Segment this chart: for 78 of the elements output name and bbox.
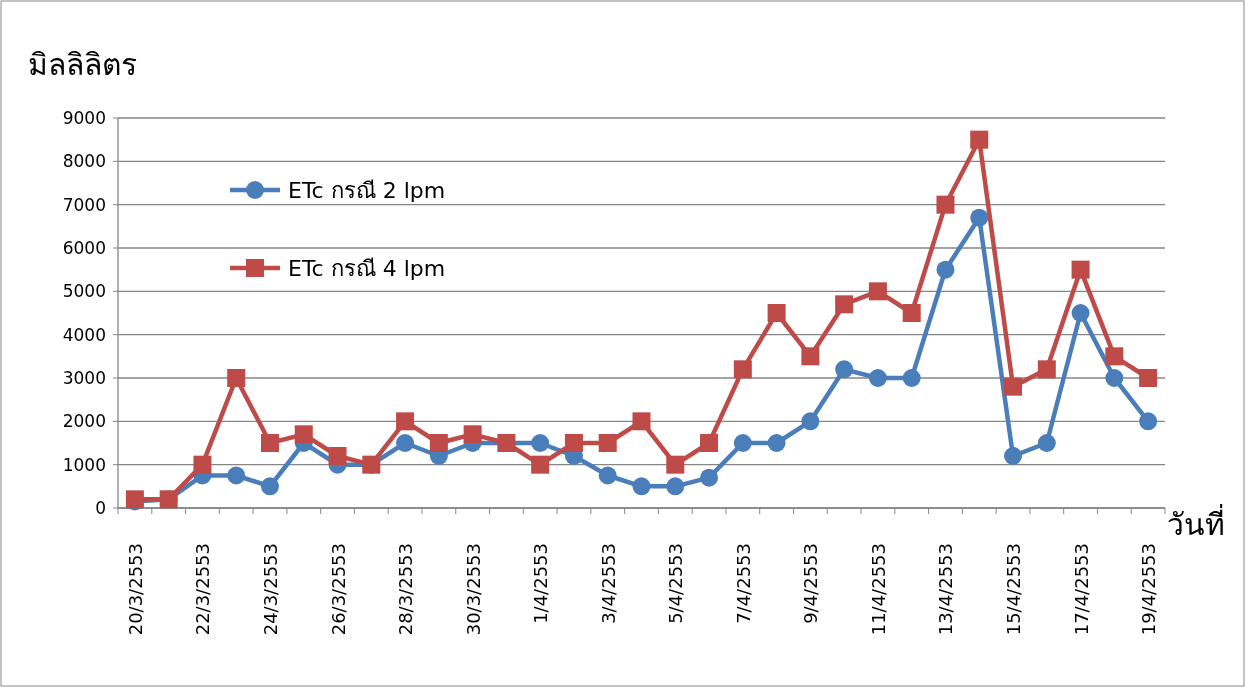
y-tick-label: 2000 bbox=[62, 411, 106, 432]
y-tick-label: 1000 bbox=[62, 454, 106, 475]
point bbox=[1139, 412, 1158, 431]
y-tick-label: 5000 bbox=[62, 281, 106, 302]
point bbox=[700, 468, 719, 487]
point bbox=[970, 208, 989, 227]
point bbox=[767, 304, 786, 322]
x-tick-label: 17/4/2553 bbox=[1070, 543, 1092, 636]
point bbox=[1004, 447, 1023, 465]
point bbox=[666, 455, 685, 474]
x-tick-label: 19/4/2553 bbox=[1138, 543, 1160, 636]
x-tick-label: 13/4/2553 bbox=[935, 543, 957, 636]
point bbox=[531, 455, 550, 474]
x-tick-label: 1/4/2553 bbox=[530, 543, 552, 624]
point bbox=[666, 477, 685, 496]
point bbox=[936, 260, 955, 279]
point bbox=[396, 434, 415, 452]
point bbox=[1004, 377, 1023, 396]
point bbox=[632, 477, 651, 496]
x-tick-label: 15/4/2553 bbox=[1003, 543, 1025, 636]
point bbox=[835, 360, 854, 379]
point bbox=[396, 412, 415, 431]
point bbox=[1071, 304, 1090, 322]
point bbox=[1037, 360, 1056, 379]
point bbox=[868, 369, 887, 387]
point bbox=[835, 295, 854, 314]
point bbox=[902, 369, 921, 387]
x-tick-label: 22/3/2553 bbox=[192, 543, 214, 636]
point bbox=[632, 412, 651, 431]
x-tick-label: 30/3/2553 bbox=[462, 543, 484, 636]
point bbox=[429, 434, 448, 452]
point bbox=[733, 360, 752, 379]
point bbox=[598, 434, 617, 452]
point bbox=[868, 282, 887, 301]
x-tick-label: 28/3/2553 bbox=[395, 543, 417, 636]
point bbox=[767, 434, 786, 452]
legend-label: ETc กรณี 2 lpm bbox=[288, 178, 446, 203]
point bbox=[1037, 434, 1056, 452]
point bbox=[936, 195, 955, 214]
point bbox=[193, 455, 212, 474]
x-tick-label: 9/4/2553 bbox=[800, 543, 822, 624]
point bbox=[1105, 369, 1124, 387]
y-tick-label: 9000 bbox=[62, 108, 106, 128]
point bbox=[531, 434, 550, 452]
y-tick-label: 6000 bbox=[62, 238, 106, 258]
point bbox=[1071, 260, 1090, 279]
point bbox=[227, 466, 246, 485]
y-tick-label: 8000 bbox=[62, 151, 106, 172]
y-tick-label: 0 bbox=[95, 498, 106, 518]
x-tick-label: 3/4/2553 bbox=[597, 543, 619, 624]
y-tick-label: 7000 bbox=[62, 194, 106, 215]
x-tick-label: 5/4/2553 bbox=[665, 543, 687, 624]
point bbox=[328, 447, 347, 465]
point bbox=[564, 434, 583, 452]
x-tick-label: 7/4/2553 bbox=[732, 543, 754, 624]
point bbox=[733, 434, 752, 452]
point bbox=[970, 130, 989, 149]
y-tick-label: 3000 bbox=[62, 368, 106, 388]
y-tick-label: 4000 bbox=[62, 324, 106, 345]
point bbox=[260, 477, 279, 496]
point bbox=[598, 466, 617, 485]
point bbox=[294, 425, 313, 444]
point bbox=[700, 434, 719, 452]
legend-label: ETc กรณี 4 lpm bbox=[288, 256, 446, 281]
point bbox=[227, 369, 246, 387]
y-axis-title: มิลลิลิตร bbox=[28, 47, 137, 82]
point bbox=[463, 425, 482, 444]
point bbox=[1139, 369, 1158, 387]
point bbox=[1105, 347, 1124, 366]
x-tick-label: 26/3/2553 bbox=[327, 543, 349, 636]
x-tick-label: 20/3/2553 bbox=[124, 543, 146, 636]
x-axis-title: วันที่ bbox=[1167, 504, 1225, 542]
x-tick-label: 24/3/2553 bbox=[259, 543, 281, 636]
point bbox=[801, 347, 820, 366]
point bbox=[260, 434, 279, 452]
point bbox=[902, 304, 921, 322]
point bbox=[801, 412, 820, 431]
x-tick-label: 11/4/2553 bbox=[867, 543, 889, 636]
